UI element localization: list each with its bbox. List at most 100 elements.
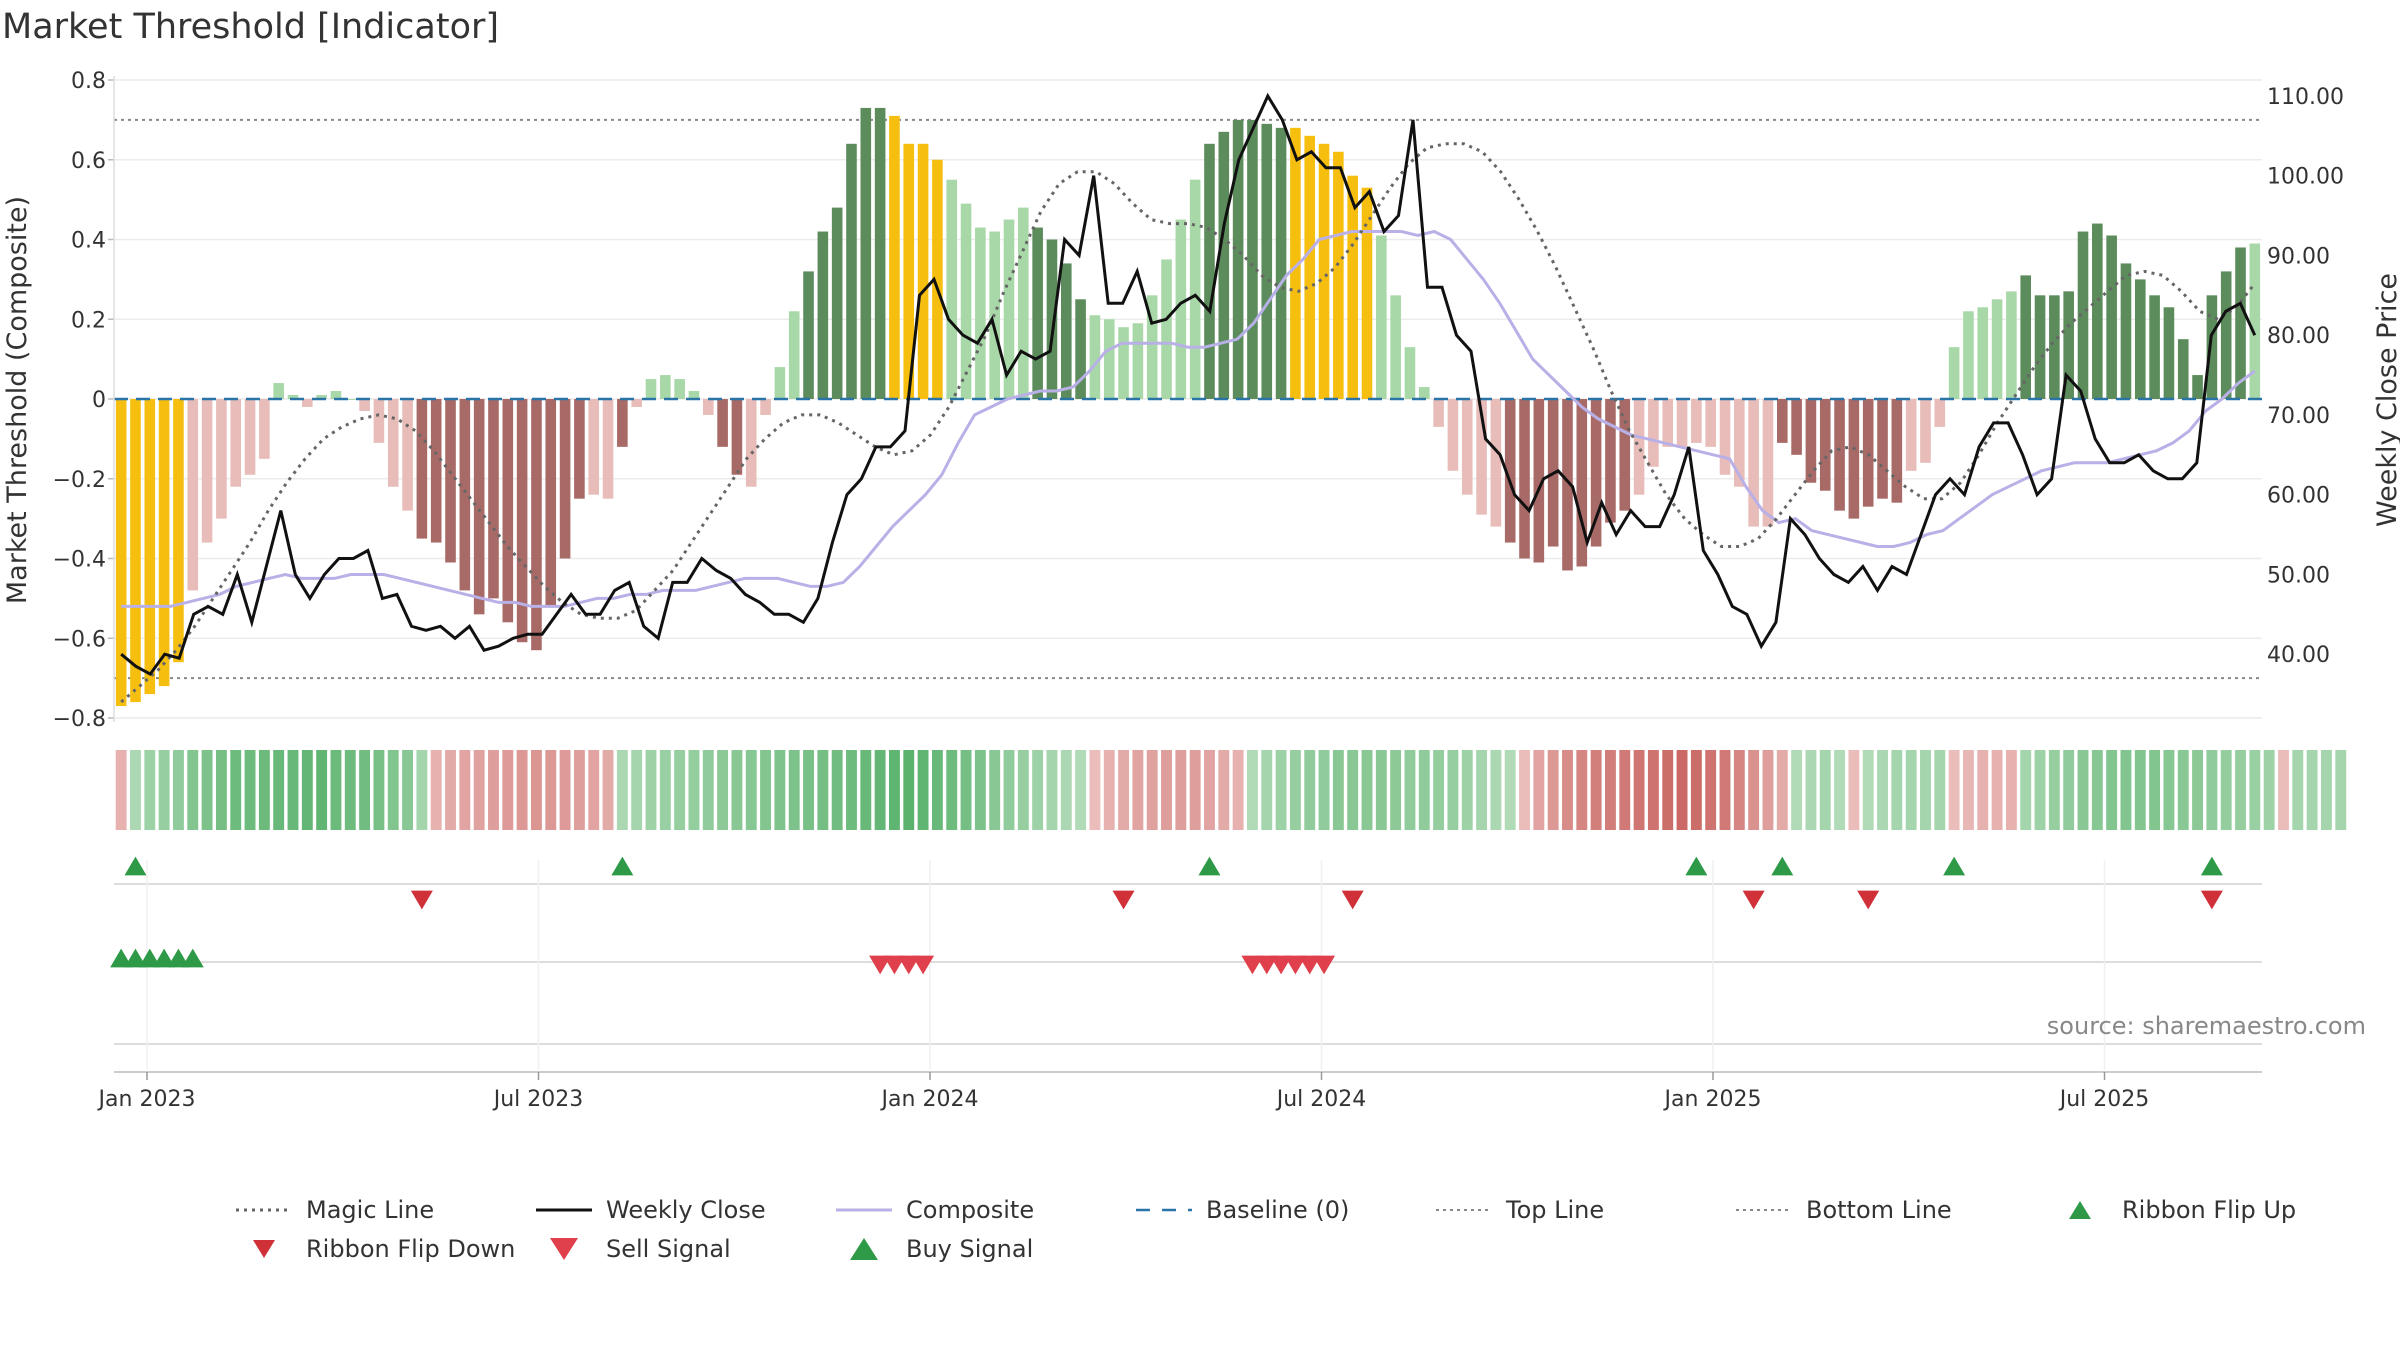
composite-bar (1003, 219, 1015, 399)
composite-bar (402, 399, 413, 511)
composite-bar (1519, 399, 1530, 559)
ribbon-cell (1862, 750, 1874, 830)
composite-bar (1862, 399, 1874, 507)
composite-bar (359, 399, 370, 411)
composite-bar (1146, 295, 1158, 399)
ribbon-cell (1676, 750, 1688, 830)
ribbon-cell (903, 750, 915, 830)
composite-bar (960, 203, 972, 399)
ribbon-flip-down-marker (2200, 890, 2223, 910)
ribbon-cell (387, 750, 399, 830)
composite-bar (1418, 387, 1430, 399)
composite-bar (1705, 399, 1716, 447)
sell-signal-marker (1241, 955, 1264, 975)
composite-bar (1032, 227, 1043, 399)
composite-bar (115, 399, 127, 707)
y-tick-label-right: 50.00 (2267, 563, 2330, 588)
x-axis: Jan 2023 Jul 2023 Jan 2024 Jul 2024 Jan 2025… (97, 1071, 2262, 1112)
composite-bar (674, 379, 685, 399)
ribbon-cell (1547, 750, 1559, 830)
ribbon-cell (1075, 750, 1087, 830)
composite-bar (617, 399, 628, 447)
ribbon-cell (1390, 750, 1402, 830)
composite-bar (1490, 399, 1502, 527)
ribbon-cell (1834, 750, 1846, 830)
ribbon-cell (330, 750, 342, 830)
ribbon-cell (1046, 750, 1058, 830)
sell-signal-marker (1313, 955, 1336, 975)
composite-bar (287, 395, 299, 399)
ribbon-cell (1089, 750, 1101, 830)
ribbon-cell (1733, 750, 1745, 830)
legend-label: Baseline (0) (1206, 1196, 1349, 1224)
ribbon-cell (1175, 750, 1187, 830)
reference-lines (114, 118, 2262, 680)
ribbon-cell (559, 750, 571, 830)
ribbon-cell (917, 750, 929, 830)
ribbon-cell (2335, 750, 2347, 830)
ribbon-cell (2034, 750, 2046, 830)
ribbon-cell (1962, 750, 1974, 830)
composite-bar (1648, 399, 1659, 467)
ribbon-flip-down-marker (1341, 890, 1364, 910)
composite-bar (1819, 399, 1831, 491)
ribbon-cell (2306, 750, 2318, 830)
ribbon-cell (1533, 750, 1545, 830)
buy-signal-marker (181, 948, 204, 968)
composite-bar (803, 271, 814, 399)
y-tick-label-left: 0.2 (71, 308, 106, 333)
ribbon-cell (445, 750, 456, 830)
composite-bar (244, 399, 256, 475)
composite-bar (2106, 235, 2117, 399)
ribbon-cell (1920, 750, 1931, 830)
ribbon-cell (258, 750, 270, 830)
composite-bar (502, 399, 514, 623)
chart-title: Market Threshold [Indicator] (2, 7, 499, 47)
composite-bar (1075, 299, 1086, 399)
y-axis-title-left: Market Threshold (Composite) (2, 196, 33, 604)
ribbon-cell (1161, 750, 1172, 830)
ribbon-cell (172, 750, 184, 830)
ribbon-cell (616, 750, 628, 830)
ribbon-flip-up-marker (1198, 856, 1221, 876)
composite-bar (2063, 291, 2074, 399)
ribbon-cell (1891, 750, 1903, 830)
ribbon-cell (1218, 750, 1230, 830)
ribbon-cell (588, 750, 600, 830)
ribbon-cell (974, 750, 986, 830)
ribbon-cell (1375, 750, 1387, 830)
ribbon-cell (1705, 750, 1717, 830)
ribbon-cell (573, 750, 585, 830)
composite-bar (387, 399, 399, 487)
composite-bar (2206, 295, 2218, 399)
composite-bar (1834, 399, 1845, 511)
ribbon-cell (516, 750, 528, 830)
y-tick-label-left: 0.4 (71, 229, 106, 254)
composite-bar (917, 143, 929, 399)
ribbon-cell (774, 750, 786, 830)
composite-bar (846, 143, 857, 399)
ribbon-flip-up-marker (124, 856, 147, 876)
ribbon-cell (301, 750, 313, 830)
ribbon-cell (2077, 750, 2089, 830)
composite-bar (1103, 319, 1115, 399)
composite-bar (2220, 271, 2232, 399)
composite-bar (545, 399, 557, 607)
composite-bar (1891, 399, 1903, 503)
ribbon-cell (1604, 750, 1616, 830)
composite-bar (1290, 127, 1301, 399)
composite-bar (1390, 295, 1401, 399)
legend-label: Buy Signal (906, 1235, 1033, 1263)
composite-bar (416, 399, 428, 539)
composite-bar (2092, 223, 2103, 399)
composite-bar (1060, 263, 1072, 399)
ribbon-cell (1690, 750, 1702, 830)
composite-bar (158, 399, 170, 687)
composite-bar (559, 399, 571, 559)
ribbon-cell (960, 750, 972, 830)
ribbon-cell (2063, 750, 2075, 830)
composite-bar (1476, 399, 1487, 515)
composite-bar (1433, 399, 1444, 427)
legend-label: Top Line (1505, 1196, 1604, 1224)
sell-signal-marker (1255, 955, 1278, 975)
